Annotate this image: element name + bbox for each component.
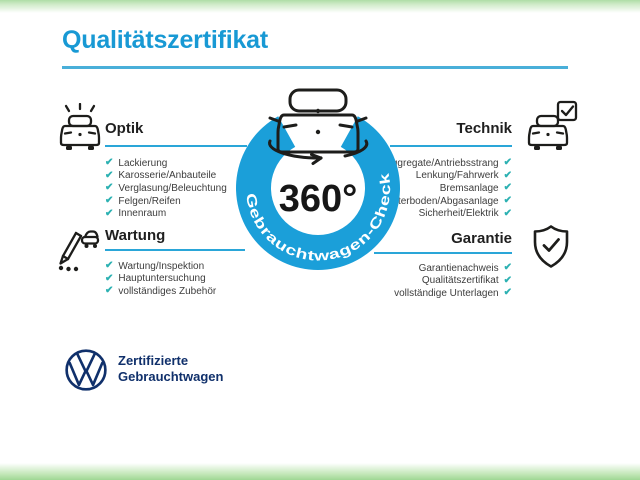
check-icon: ✔ xyxy=(105,182,114,194)
list-item: ✔ Innenraum xyxy=(105,207,227,220)
list-item-label: Bremsanlage xyxy=(439,182,499,194)
check-icon: ✔ xyxy=(503,195,512,207)
list-item-label: vollständige Unterlagen xyxy=(394,287,499,299)
vw-logo xyxy=(65,349,107,391)
wartung-underline xyxy=(105,249,245,251)
check-icon: ✔ xyxy=(105,195,114,207)
section-heading-optik: Optik xyxy=(105,120,144,137)
rotating-car-icon xyxy=(268,88,369,165)
check-icon: ✔ xyxy=(503,182,512,194)
page-title: Qualitätszertifikat xyxy=(62,26,268,54)
list-item: Bremsanlage ✔ xyxy=(385,182,512,195)
garantie-checklist: Garantienachweis ✔ Qualitätszertifikat ✔ v… xyxy=(394,262,512,300)
list-item-label: Felgen/Reifen xyxy=(118,195,181,207)
check-icon: ✔ xyxy=(503,207,512,219)
title-underline xyxy=(62,66,568,69)
ring-shape xyxy=(235,116,400,270)
360-check-badge: Gebrauchtwagen-Check 360° xyxy=(235,88,400,270)
list-item-label: Garantienachweis xyxy=(418,262,499,274)
car-checkbox-icon xyxy=(527,100,578,150)
shield-check-icon xyxy=(533,225,569,268)
service-pen-car-icon xyxy=(58,230,100,272)
list-item-label: Innenraum xyxy=(118,208,167,220)
check-icon: ✔ xyxy=(105,260,114,272)
technik-checklist: Aggregate/Antriebsstrang ✔ Lenkung/Fahrwe… xyxy=(385,157,512,220)
technik-underline xyxy=(390,145,512,147)
list-item-label: Sicherheit/Elektrik xyxy=(418,208,499,220)
list-item-label: Verglasung/Beleuchtung xyxy=(118,182,227,194)
check-icon: ✔ xyxy=(105,207,114,219)
list-item: ✔ Hauptuntersuchung xyxy=(105,273,216,286)
list-item: ✔ Karosserie/Anbauteile xyxy=(105,170,227,183)
list-item-label: Lenkung/Fahrwerk xyxy=(415,170,499,182)
list-item-label: Karosserie/Anbauteile xyxy=(118,170,217,182)
list-item: ✔ Wartung/Inspektion xyxy=(105,260,216,273)
footer-line1: Zertifizierte xyxy=(118,353,189,368)
list-item: ✔ Felgen/Reifen xyxy=(105,195,227,208)
list-item-label: Wartung/Inspektion xyxy=(118,260,205,272)
list-item-label: Qualitätszertifikat xyxy=(421,275,499,287)
list-item: Qualitätszertifikat ✔ xyxy=(394,275,512,288)
list-item-label: Unterboden/Abgasanlage xyxy=(385,195,499,207)
list-item-label: vollständiges Zubehör xyxy=(118,285,217,297)
section-heading-wartung: Wartung xyxy=(105,227,166,244)
degrees-label: 360° xyxy=(279,178,358,220)
section-heading-garantie: Garantie xyxy=(451,230,512,247)
list-item: Aggregate/Antriebsstrang ✔ xyxy=(385,157,512,170)
check-icon: ✔ xyxy=(105,285,114,297)
wartung-checklist: ✔ Wartung/Inspektion ✔ Hauptuntersuchung ✔… xyxy=(105,260,216,298)
list-item-label: Hauptuntersuchung xyxy=(118,273,206,285)
list-item: ✔ vollständiges Zubehör xyxy=(105,285,216,298)
footer-brand-text: Zertifizierte Gebrauchtwagen xyxy=(118,353,223,385)
optik-checklist: ✔ Lackierung ✔ Karosserie/Anbauteile ✔ Verg… xyxy=(105,157,227,220)
check-icon: ✔ xyxy=(503,262,512,274)
list-item: Sicherheit/Elektrik ✔ xyxy=(385,207,512,220)
top-green-edge xyxy=(0,0,640,13)
list-item: ✔ Lackierung xyxy=(105,157,227,170)
optik-underline xyxy=(105,145,247,147)
check-icon: ✔ xyxy=(503,274,512,286)
list-item: ✔ Verglasung/Beleuchtung xyxy=(105,182,227,195)
garantie-underline xyxy=(374,252,512,254)
list-item: vollständige Unterlagen ✔ xyxy=(394,287,512,300)
shiny-car-icon xyxy=(59,103,101,150)
list-item-label: Aggregate/Antriebsstrang xyxy=(385,157,499,169)
check-icon: ✔ xyxy=(105,169,114,181)
check-icon: ✔ xyxy=(105,272,114,284)
bottom-green-edge xyxy=(0,463,640,480)
check-icon: ✔ xyxy=(105,157,114,169)
section-heading-technik: Technik xyxy=(456,120,512,137)
check-icon: ✔ xyxy=(503,287,512,299)
list-item: Unterboden/Abgasanlage ✔ xyxy=(385,195,512,208)
list-item: Garantienachweis ✔ xyxy=(394,262,512,275)
list-item: Lenkung/Fahrwerk ✔ xyxy=(385,170,512,183)
check-icon: ✔ xyxy=(503,157,512,169)
list-item-label: Lackierung xyxy=(118,157,168,169)
check-icon: ✔ xyxy=(503,169,512,181)
footer-line2: Gebrauchtwagen xyxy=(118,369,224,384)
